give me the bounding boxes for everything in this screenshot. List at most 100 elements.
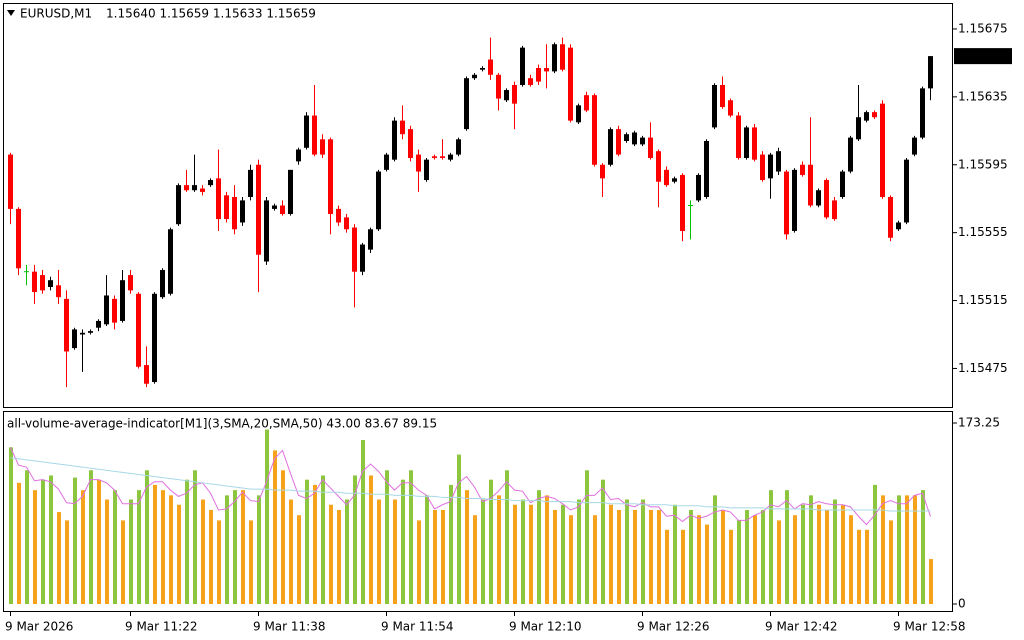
candle-body	[368, 229, 373, 250]
volume-bar	[697, 515, 701, 604]
candle-body	[760, 154, 765, 181]
volume-bar	[825, 509, 829, 604]
candle-body	[280, 205, 285, 214]
candle-body	[144, 365, 149, 384]
candle-body	[440, 156, 445, 158]
volume-bar	[329, 504, 333, 604]
candle-body	[680, 174, 685, 231]
volume-bar	[113, 490, 117, 604]
candle-body	[504, 90, 509, 101]
volume-bar	[505, 470, 509, 604]
candle-body	[704, 140, 709, 198]
candle-body	[544, 68, 549, 72]
candle-body	[424, 159, 429, 181]
volume-bar	[121, 520, 125, 604]
volume-bar	[337, 509, 341, 604]
candle-body	[176, 185, 181, 225]
volume-bar	[153, 484, 157, 604]
volume-bar	[761, 509, 765, 604]
indicator-title: all-volume-average-indicator[M1](3,SMA,2…	[7, 417, 437, 431]
volume-bar	[201, 499, 205, 604]
volume-bar	[177, 504, 181, 604]
candle-body	[128, 275, 133, 291]
candle-body	[200, 188, 205, 192]
volume-bar	[649, 509, 653, 604]
candle-body	[192, 185, 197, 191]
candle-body	[896, 222, 901, 230]
volume-bar	[257, 495, 261, 604]
candle-body	[600, 164, 605, 179]
volume-bar	[9, 447, 13, 604]
volume-bar	[321, 475, 325, 604]
candle-body	[512, 84, 517, 104]
volume-bar	[345, 499, 349, 604]
candle-body	[392, 120, 397, 160]
candle-body	[80, 332, 85, 335]
volume-bar	[65, 520, 69, 604]
volume-bar	[241, 490, 245, 604]
volume-bar	[625, 499, 629, 604]
candle-body	[920, 88, 925, 138]
volume-bar	[273, 450, 277, 604]
volume-bar	[369, 475, 373, 604]
volume-bar	[681, 529, 685, 604]
candle-body	[792, 169, 797, 231]
volume-bar	[361, 439, 365, 604]
candle-body	[928, 56, 933, 89]
candle-body	[480, 68, 485, 70]
candle-body	[360, 244, 365, 272]
volume-bar	[401, 479, 405, 604]
volume-bar	[745, 509, 749, 604]
volume-bar	[193, 470, 197, 604]
candle-body	[816, 190, 821, 206]
volume-bar	[521, 499, 525, 604]
volume-bar	[265, 429, 269, 604]
volume-bar	[145, 470, 149, 604]
candle-body	[912, 137, 917, 155]
collapse-arrow[interactable]	[7, 10, 15, 16]
volume-bar	[609, 504, 613, 604]
y-tick-label: 173.25	[958, 416, 1000, 430]
candle-body	[888, 197, 893, 238]
candle-body	[88, 331, 93, 333]
candle-body	[96, 320, 101, 328]
candle-body	[56, 285, 61, 298]
volume-bar	[753, 515, 757, 604]
volume-bar	[617, 509, 621, 604]
volume-bar	[185, 479, 189, 604]
volume-bar	[161, 490, 165, 604]
volume-bar	[457, 454, 461, 604]
candle-body	[728, 100, 733, 116]
volume-bar	[929, 559, 933, 604]
volume-bar	[641, 499, 645, 604]
volume-bar	[889, 520, 893, 604]
x-tick-label: 9 Mar 12:42	[765, 620, 838, 634]
candle-body	[264, 200, 269, 262]
volume-bar	[913, 495, 917, 604]
volume-bar	[89, 470, 93, 604]
candle-body	[768, 154, 773, 179]
candle-body	[800, 164, 805, 175]
volume-bar	[841, 504, 845, 604]
x-tick-label: 9 Mar 12:10	[509, 620, 582, 634]
volume-bar	[905, 495, 909, 604]
candle-body	[872, 112, 877, 118]
candle-body	[856, 117, 861, 140]
volume-bar	[417, 520, 421, 604]
candle-body	[640, 137, 645, 145]
candle-body	[552, 44, 557, 72]
candle-body	[592, 95, 597, 165]
volume-bar	[769, 490, 773, 604]
volume-bar	[25, 470, 29, 604]
current-price-label: 1.15659	[958, 49, 1008, 63]
volume-bar	[737, 520, 741, 604]
volume-bar	[897, 495, 901, 604]
candle-body	[136, 293, 141, 367]
volume-bar	[513, 504, 517, 604]
candle-body	[808, 164, 813, 206]
volume-bar	[57, 512, 61, 604]
volume-pane	[3, 411, 953, 612]
candle-body	[328, 139, 333, 214]
y-tick-label: 1.15475	[958, 361, 1008, 375]
candle-body	[488, 59, 493, 75]
